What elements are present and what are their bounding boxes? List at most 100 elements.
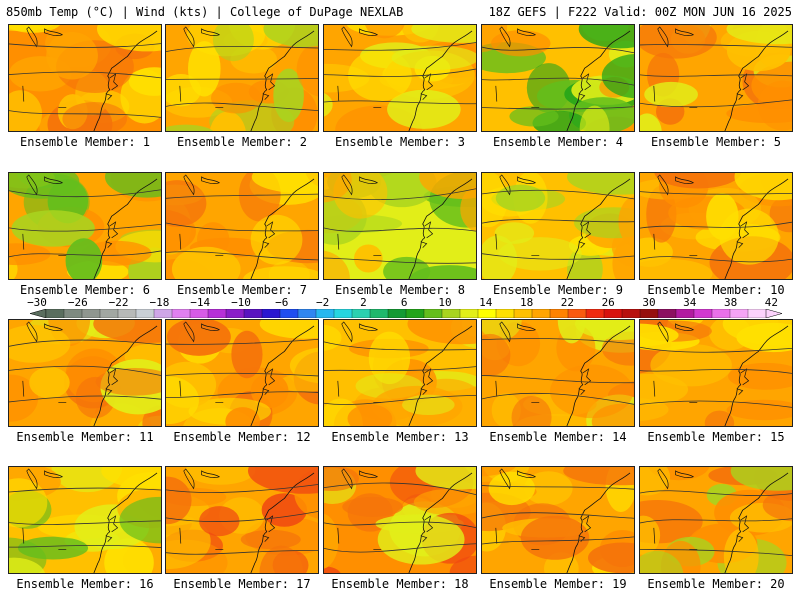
temperature-field	[9, 320, 161, 426]
ensemble-member-label: Ensemble Member: 19	[489, 577, 627, 591]
temperature-field	[166, 467, 318, 573]
ensemble-member-label: Ensemble Member: 3	[334, 135, 466, 149]
colorbar-swatch	[99, 309, 119, 318]
colorbar-tick-label: 10	[438, 296, 452, 309]
colorbar-tick-label: 38	[723, 296, 738, 309]
colorbar-swatch	[243, 309, 263, 318]
ensemble-member-label: Ensemble Member: 5	[650, 135, 782, 149]
ensemble-member-map	[323, 172, 477, 280]
ensemble-member-label: Ensemble Member: 16	[16, 577, 154, 591]
colorbar-swatch	[153, 309, 173, 318]
ensemble-member-label: Ensemble Member: 18	[331, 577, 469, 591]
ensemble-member-label: Ensemble Member: 2	[176, 135, 308, 149]
ensemble-member-label: Ensemble Member: 6	[19, 283, 151, 297]
temperature-field	[640, 173, 792, 279]
ensemble-member-map	[165, 172, 319, 280]
colorbar-tick-label: −6	[275, 296, 289, 309]
colorbar-max-arrow	[765, 309, 782, 318]
ensemble-member-label: Ensemble Member: 8	[334, 283, 466, 297]
ensemble-member-label: Ensemble Member: 13	[331, 430, 469, 444]
ensemble-member-map	[481, 319, 635, 427]
colorbar-swatch	[207, 309, 227, 318]
ensemble-member-map	[639, 24, 793, 132]
header: 850mb Temp (°C) | Wind (kts) | College o…	[0, 0, 800, 22]
colorbar-tick-label: −30	[27, 296, 47, 309]
ensemble-member-map	[639, 466, 793, 574]
colorbar-tick-label: −22	[108, 296, 129, 309]
colorbar-tick-label: 14	[479, 296, 493, 309]
colorbar-swatch	[693, 309, 713, 318]
colorbar-swatch	[657, 309, 677, 318]
temperature-field	[324, 320, 476, 426]
colorbar-swatch	[135, 309, 155, 318]
temperature-field	[640, 467, 792, 573]
temperature-field	[166, 173, 318, 279]
ensemble-member-map	[8, 466, 162, 574]
ensemble-member-map	[323, 319, 477, 427]
colorbar-tick-labels: −30 −26 −22 −18 −14 −10 −6 −2 2 6 10 14 18 22 26 30 34 38…	[0, 296, 800, 309]
ensemble-member-label: Ensemble Member: 10	[647, 283, 785, 297]
colorbar-swatch	[423, 309, 443, 318]
ensemble-member-label: Ensemble Member: 1	[19, 135, 151, 149]
colorbar-swatch	[261, 309, 281, 318]
temperature-field	[324, 173, 476, 279]
colorbar-swatch	[351, 309, 371, 318]
colorbar-swatch	[405, 309, 425, 318]
colorbar-swatch	[729, 309, 749, 318]
ensemble-member-map	[323, 24, 477, 132]
temperature-field	[9, 467, 161, 573]
colorbar-min-arrow	[30, 309, 47, 318]
ensemble-member-label: Ensemble Member: 11	[16, 430, 154, 444]
colorbar-tick-label: 34	[683, 296, 697, 309]
colorbar-tick-label: −14	[190, 296, 211, 309]
colorbar-swatch	[639, 309, 659, 318]
temperature-field	[324, 467, 476, 573]
temperature-field	[324, 25, 476, 131]
ensemble-member-map	[639, 172, 793, 280]
colorbar-swatch	[747, 309, 767, 318]
colorbar-swatch	[459, 309, 479, 318]
temperature-field	[166, 320, 318, 426]
ensemble-member-map	[481, 172, 635, 280]
ensemble-member-map	[639, 319, 793, 427]
colorbar-swatch	[477, 309, 497, 318]
colorbar-swatch	[333, 309, 353, 318]
temperature-field	[482, 320, 634, 426]
ensemble-member-map	[481, 466, 635, 574]
colorbar-swatch	[603, 309, 623, 318]
colorbar-swatch	[297, 309, 317, 318]
ensemble-member-label: Ensemble Member: 14	[489, 430, 627, 444]
colorbar-swatch	[585, 309, 605, 318]
colorbar-swatch	[567, 309, 587, 318]
colorbar-swatch	[117, 309, 137, 318]
temperature-field	[166, 25, 318, 131]
temperature-field	[640, 320, 792, 426]
colorbar-swatch	[279, 309, 299, 318]
temperature-colorbar	[30, 309, 782, 318]
colorbar-swatch	[549, 309, 569, 318]
temperature-field	[640, 25, 792, 131]
ensemble-member-map	[165, 466, 319, 574]
colorbar-tick-label: −18	[149, 296, 170, 309]
temperature-field	[482, 173, 634, 279]
colorbar-tick-label: −2	[315, 296, 330, 309]
colorbar-swatch	[531, 309, 551, 318]
colorbar-tick-label: 18	[519, 296, 534, 309]
colorbar-swatch	[45, 309, 65, 318]
temperature-field	[9, 173, 161, 279]
colorbar-tick-label: 26	[601, 296, 615, 309]
ensemble-member-label: Ensemble Member: 9	[492, 283, 624, 297]
colorbar-tick-label: −10	[231, 296, 251, 309]
ensemble-member-label: Ensemble Member: 17	[173, 577, 311, 591]
colorbar-tick-label: 42	[764, 296, 779, 309]
colorbar-swatch	[369, 309, 389, 318]
colorbar-swatch	[387, 309, 407, 318]
colorbar-tick-label: 2	[360, 296, 367, 309]
ensemble-member-map	[165, 319, 319, 427]
colorbar-tick-label: −26	[67, 296, 88, 309]
colorbar-swatch	[441, 309, 461, 318]
colorbar-tick-label: 6	[400, 296, 408, 309]
colorbar-swatch	[171, 309, 191, 318]
colorbar-swatch	[621, 309, 641, 318]
ensemble-member-label: Ensemble Member: 20	[647, 577, 785, 591]
